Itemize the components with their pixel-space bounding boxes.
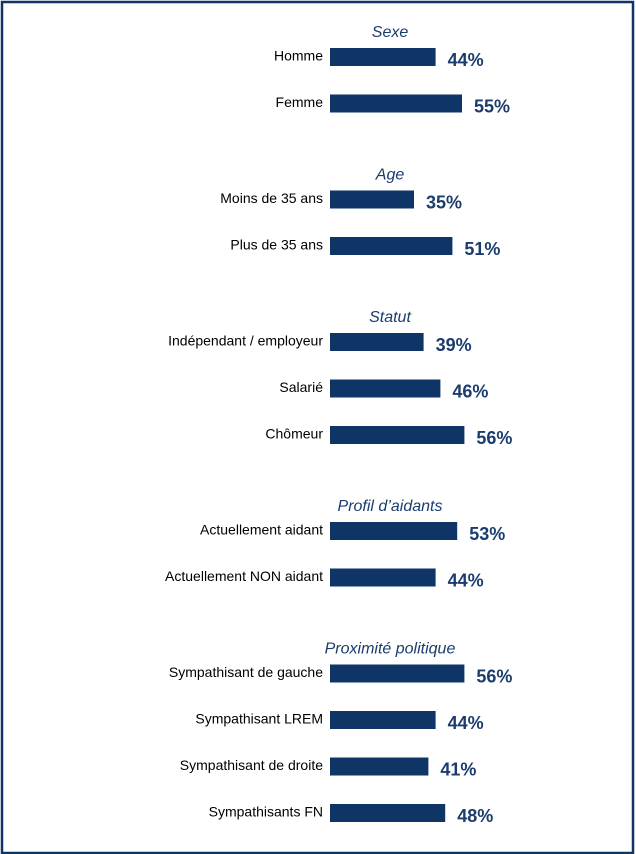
value-label: 48% (457, 806, 493, 826)
value-label: 41% (440, 759, 476, 779)
category-label: Indépendant / employeur (168, 333, 323, 349)
bar (330, 568, 436, 587)
category-label: Salarié (279, 379, 323, 395)
value-label: 35% (426, 192, 462, 212)
bar (330, 190, 414, 209)
bar (330, 804, 446, 822)
bar (330, 664, 465, 683)
group-header: Statut (369, 309, 411, 326)
value-label: 46% (452, 381, 488, 401)
value-label: 44% (448, 50, 484, 70)
value-label: 56% (476, 428, 512, 448)
bar (330, 333, 424, 351)
value-label: 44% (448, 570, 484, 590)
bar (330, 757, 429, 776)
category-label: Sympathisant de droite (180, 757, 323, 773)
value-label: 39% (436, 335, 472, 355)
value-label: 44% (448, 713, 484, 733)
value-label: 51% (464, 239, 500, 259)
value-label: 56% (476, 666, 512, 686)
group-header: Age (375, 167, 405, 184)
value-label: 55% (474, 96, 510, 116)
bar (330, 94, 462, 113)
category-label: Moins de 35 ans (220, 190, 323, 206)
category-label: Sympathisants FN (209, 804, 323, 820)
bar (330, 522, 458, 540)
category-label: Femme (276, 94, 324, 110)
group-header: Proximité politique (325, 641, 456, 658)
bar (330, 48, 436, 66)
category-label: Homme (274, 48, 323, 64)
bar (330, 237, 453, 255)
category-label: Sympathisant LREM (195, 711, 323, 727)
category-label: Actuellement NON aidant (165, 568, 323, 584)
group-header: Sexe (372, 24, 409, 41)
bar (330, 711, 436, 729)
group-header: Profil d’aidants (338, 498, 443, 515)
bar (330, 426, 465, 444)
category-label: Plus de 35 ans (230, 237, 323, 253)
category-label: Sympathisant de gauche (169, 664, 323, 680)
bar (330, 379, 441, 398)
value-label: 53% (469, 524, 505, 544)
category-label: Actuellement aidant (200, 522, 323, 538)
category-label: Chômeur (265, 426, 323, 442)
